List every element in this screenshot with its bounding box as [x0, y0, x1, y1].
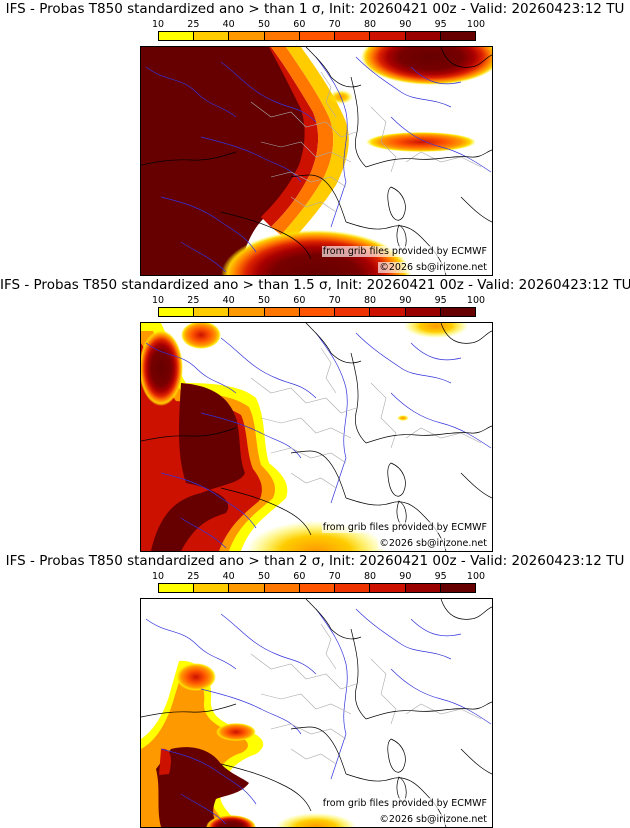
colorbar-segment [370, 32, 406, 40]
probability-area-north [404, 323, 468, 338]
colorbar-segment [299, 32, 336, 40]
colorbar-tick-label: 25 [187, 19, 200, 30]
colorbar-segment [159, 584, 195, 592]
copyright-text: ©2026 sb@irizone.net [378, 262, 488, 273]
colorbar-segment [440, 32, 475, 40]
probability-core-west [151, 383, 245, 551]
map-panel-1: IFS - Probas T850 standardized ano > tha… [0, 0, 630, 276]
colorbar-tick-label: 25 [187, 295, 200, 306]
colorbar-segment [335, 32, 371, 40]
colorbar-segment [264, 308, 300, 316]
colorbar-segment [370, 584, 406, 592]
colorbar-tick-label: 100 [466, 571, 486, 582]
colorbar-tick-label: 60 [293, 19, 306, 30]
colorbar-tick-label: 80 [363, 19, 377, 30]
colorbar-segment [370, 308, 406, 316]
colorbar-segment [299, 308, 336, 316]
map-graphic [141, 323, 492, 551]
colorbar: 10 25 40 50 60 70 80 90 95 100 [152, 571, 485, 595]
probability-core-west [156, 747, 249, 827]
colorbar-tick-label: 10 [151, 571, 165, 582]
map-panel-3: IFS - Probas T850 standardized ano > tha… [0, 552, 630, 828]
probability-area-alps [366, 132, 476, 152]
panel-title: IFS - Probas T850 standardized ano > tha… [5, 1, 625, 17]
colorbar-tick-label: 60 [293, 295, 306, 306]
colorbar-tick-label: 100 [466, 295, 486, 306]
probability-area-west [141, 47, 306, 275]
panel-title: IFS - Probas T850 standardized ano > tha… [5, 553, 625, 569]
colorbar-segment [194, 308, 230, 316]
colorbar-tick-label: 40 [222, 295, 235, 306]
colorbar-segment [194, 584, 230, 592]
colorbar-tick-label: 10 [151, 295, 165, 306]
colorbar-segment [229, 32, 265, 40]
probability-map: from grib files provided by ECMWF ©2026 … [140, 46, 493, 276]
colorbar-tick-label: 25 [187, 571, 200, 582]
colorbar-tick-label: 100 [466, 19, 486, 30]
colorbar-segment [264, 32, 300, 40]
colorbar-tick-label: 95 [434, 19, 447, 30]
colorbar-tick-label: 60 [293, 571, 306, 582]
colorbar-tick-label: 90 [399, 19, 412, 30]
colorbar-strip [158, 307, 476, 317]
colorbar-segment [335, 308, 371, 316]
source-credit: from grib files provided by ECMWF [321, 246, 488, 257]
colorbar-segment [405, 308, 441, 316]
map-graphic [141, 599, 492, 827]
colorbar-segment [405, 32, 441, 40]
colorbar-segment [299, 584, 336, 592]
colorbar-segment [335, 584, 371, 592]
map-panel-2: IFS - Probas T850 standardized ano > tha… [0, 276, 630, 552]
colorbar-tick-label: 40 [222, 19, 235, 30]
probability-area-north [361, 47, 492, 85]
colorbar-tick-label: 95 [434, 571, 447, 582]
panel-title: IFS - Probas T850 standardized ano > tha… [0, 277, 630, 293]
colorbar-tick-label: 70 [328, 571, 341, 582]
colorbar-tick-label: 80 [363, 295, 377, 306]
colorbar-tick-label: 50 [257, 19, 271, 30]
probability-area-southwest [221, 230, 411, 275]
colorbar-strip [158, 583, 476, 593]
copyright-text: ©2026 sb@irizone.net [378, 538, 488, 549]
colorbar-tick-label: 80 [363, 571, 377, 582]
colorbar: 10 25 40 50 60 70 80 90 95 100 [152, 19, 485, 43]
copyright-text: ©2026 sb@irizone.net [378, 814, 488, 825]
colorbar-tick-label: 50 [257, 571, 271, 582]
source-credit: from grib files provided by ECMWF [321, 798, 488, 809]
probability-map: from grib files provided by ECMWF ©2026 … [140, 598, 493, 828]
colorbar-segment [264, 584, 300, 592]
source-credit: from grib files provided by ECMWF [321, 522, 488, 533]
colorbar-segment [229, 584, 265, 592]
map-graphic [141, 47, 492, 275]
colorbar-segment [440, 584, 475, 592]
probability-map: from grib files provided by ECMWF ©2026 … [140, 322, 493, 552]
colorbar-tick-label: 90 [399, 571, 412, 582]
colorbar-tick-label: 95 [434, 295, 447, 306]
colorbar-segment [405, 584, 441, 592]
colorbar-strip [158, 31, 476, 41]
colorbar-segment [229, 308, 265, 316]
colorbar-segment [440, 308, 475, 316]
colorbar-tick-label: 40 [222, 571, 235, 582]
colorbar: 10 25 40 50 60 70 80 90 95 100 [152, 295, 485, 319]
colorbar-segment [159, 308, 195, 316]
colorbar-segment [159, 32, 195, 40]
colorbar-tick-label: 10 [151, 19, 165, 30]
colorbar-tick-label: 70 [328, 295, 341, 306]
colorbar-tick-label: 50 [257, 295, 271, 306]
colorbar-tick-label: 70 [328, 19, 341, 30]
colorbar-tick-label: 90 [399, 295, 412, 306]
colorbar-segment [194, 32, 230, 40]
probability-area-southwest [276, 813, 356, 827]
